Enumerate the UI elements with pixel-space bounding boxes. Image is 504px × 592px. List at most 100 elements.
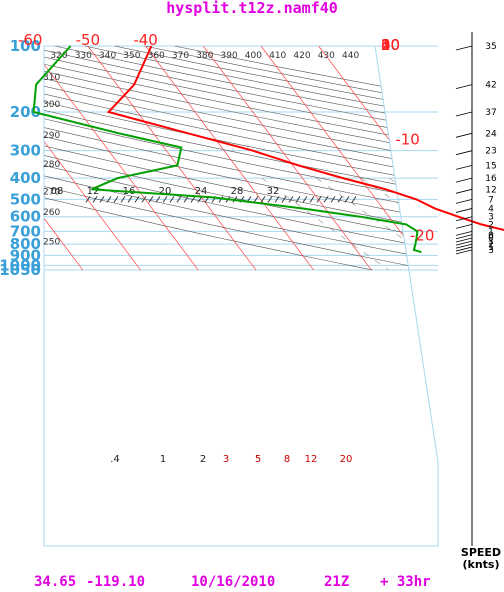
pressure-label-900: 900 xyxy=(10,246,41,264)
plot-frame xyxy=(43,45,439,547)
mixing-ratio-bottom-label-12: 12 xyxy=(305,454,318,465)
footer-lon: -119.10 xyxy=(86,574,145,590)
footer-hour: 21Z xyxy=(324,574,349,590)
mixing-ratio-top-label-08: 08 xyxy=(51,186,64,197)
mixing-ratio-top-label-28: 28 xyxy=(231,186,244,197)
wind-speed-250: 24 xyxy=(485,129,497,139)
footer-forecast: + 33hr xyxy=(380,574,431,590)
isotherm--40 xyxy=(145,46,314,271)
tropopause-tick xyxy=(106,196,112,203)
wind-speed-400: 16 xyxy=(485,174,497,184)
tropopause-tick xyxy=(155,196,161,203)
isotherm--60 xyxy=(44,46,199,271)
theta-label-330: 330 xyxy=(75,51,92,61)
tropopause-tick xyxy=(344,196,350,203)
isotherm-label-40: 40 xyxy=(381,36,400,54)
wind-speed-100: 35 xyxy=(485,42,496,52)
tropopause-tick xyxy=(316,196,322,203)
isotherm--70 xyxy=(44,46,141,271)
theta-label-440: 440 xyxy=(342,51,359,61)
dry-adiabat-350 xyxy=(44,46,438,271)
wind-speed-800: 2 xyxy=(488,240,494,250)
dry-adiabat-290 xyxy=(44,46,438,271)
pressure-label-300: 300 xyxy=(10,142,41,160)
speed-label: SPEED xyxy=(461,546,501,559)
pressure-label-1000: 1000 xyxy=(0,256,41,274)
isotherm-label--10: -10 xyxy=(395,131,420,149)
wind-speed-775: 1 xyxy=(488,237,494,247)
wind-barb xyxy=(455,237,473,243)
tropopause-tick xyxy=(281,196,287,203)
wind-barb xyxy=(455,246,473,252)
tropopause-tick xyxy=(134,196,140,203)
tropopause-tick xyxy=(337,196,343,203)
dry-adiabat-270 xyxy=(44,46,438,271)
mixing-ratio-bottom-label-8: 8 xyxy=(284,454,290,465)
wind-speed-650: 2 xyxy=(488,220,494,230)
mixing-ratio-bottom-label-3: 3 xyxy=(223,454,229,465)
mixing-ratio-bottom-label-.4: .4 xyxy=(110,454,120,465)
wind-barb xyxy=(455,240,473,246)
wind-barb xyxy=(455,188,473,194)
isotherm-0 xyxy=(376,46,438,271)
frame-outline xyxy=(43,45,439,547)
tropopause-tick xyxy=(260,196,266,203)
theta-label-250: 250 xyxy=(43,237,60,247)
theta-label-320: 320 xyxy=(50,51,67,61)
wind-speed-850: 3 xyxy=(488,246,494,256)
tropopause-tick xyxy=(330,196,336,203)
wind-barb xyxy=(455,45,473,51)
theta-label-300: 300 xyxy=(43,100,60,110)
wind-speed-500: 7 xyxy=(488,195,494,205)
wind-barb xyxy=(455,243,473,249)
tropopause-tick xyxy=(190,196,196,203)
chart-title: hysplit.t12z.namf40 xyxy=(166,0,338,17)
tropopause-tick xyxy=(288,196,294,203)
mixing-ratio-bottom-label-1: 1 xyxy=(160,454,166,465)
wind-speed-750: 0 xyxy=(488,234,494,244)
dry-adiabat-380 xyxy=(44,46,438,271)
wind-barb xyxy=(455,132,473,138)
footer-date: 10/16/2010 xyxy=(191,574,275,590)
pressure-label-1050: 1050 xyxy=(0,261,41,279)
mixing-ratio-0.4 xyxy=(261,177,389,271)
tropopause-tick xyxy=(295,196,301,203)
dry-adiabat-460 xyxy=(174,46,438,271)
tropopause-tick xyxy=(351,196,357,203)
wind-barb xyxy=(455,150,473,156)
dry-adiabat-280 xyxy=(44,46,438,271)
wind-barb xyxy=(455,249,473,255)
theta-label-360: 360 xyxy=(148,51,165,61)
wind-barb xyxy=(455,208,473,213)
wind-speed-600: 3 xyxy=(488,213,494,223)
theta-label-430: 430 xyxy=(318,51,335,61)
tropopause-tick xyxy=(127,196,133,203)
tropopause-tick xyxy=(169,196,175,203)
wind-speed-150: 42 xyxy=(485,81,496,91)
tropopause-tick xyxy=(302,196,308,203)
tropopause-tick xyxy=(85,196,91,203)
isotherm--50 xyxy=(87,46,257,271)
tropopause-tick xyxy=(120,196,126,203)
wind-speed-200: 37 xyxy=(485,108,496,118)
mixing-ratio-bottom-label-5: 5 xyxy=(255,454,261,465)
isobar-lines xyxy=(44,45,438,271)
tropopause-tick xyxy=(99,196,105,203)
tropopause-tick xyxy=(183,196,189,203)
dry-adiabat-240 xyxy=(44,46,373,271)
theta-label-350: 350 xyxy=(123,51,140,61)
wind-speed-550: 4 xyxy=(488,204,494,214)
tropopause-tick xyxy=(323,196,329,203)
dry-adiabat-320 xyxy=(44,46,438,271)
theta-label-410: 410 xyxy=(269,51,286,61)
isotherm-label--50: -50 xyxy=(76,31,101,49)
theta-label-370: 370 xyxy=(172,51,189,61)
mixing-ratio-bottom-label-20: 20 xyxy=(340,454,353,465)
wind-speed-300: 23 xyxy=(485,147,496,157)
tropopause-tick xyxy=(267,196,273,203)
footer-lat: 34.65 xyxy=(34,574,76,590)
pressure-label-100: 100 xyxy=(10,37,41,55)
